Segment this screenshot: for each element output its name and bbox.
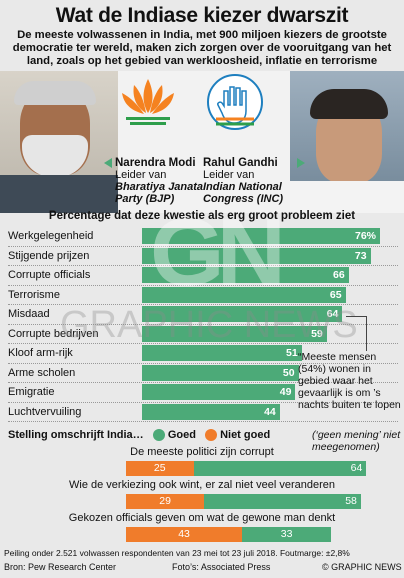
issue-value-label: 65 (329, 288, 342, 301)
niet-goed-label: Niet goed (220, 429, 271, 441)
goed-segment: 33 (242, 527, 332, 542)
issue-bar: 59 (142, 325, 327, 342)
goed-label: Goed (167, 429, 196, 441)
row-separator (8, 323, 398, 325)
gandhi-party: Indian National Congress (INC) (203, 181, 284, 205)
issue-label: Werkgelegenheid (8, 230, 94, 242)
row-separator (8, 401, 398, 403)
issue-bar: 49 (142, 384, 296, 400)
goed-segment: 58 (204, 494, 361, 509)
statement-bar: 43 33 (126, 527, 332, 542)
leader-modi: Narendra Modi Leider van Bharatiya Janat… (104, 157, 204, 205)
niet-goed-segment: 25 (126, 461, 194, 476)
row-separator (8, 362, 398, 364)
inc-hand-icon (206, 73, 264, 131)
misdaad-annotation: “Meeste mensen (54%) wonen in gebied waa… (298, 351, 401, 411)
leaders-banner: Narendra Modi Leider van Bharatiya Janat… (0, 71, 404, 213)
statement-label: Gekozen officials geven om wat de gewone… (68, 512, 336, 524)
photo-credit: Foto’s: Associated Press (172, 562, 271, 572)
row-separator (8, 421, 398, 422)
issue-value-label: 50 (282, 366, 295, 379)
statement-label: De meeste politici zijn corrupt (130, 446, 274, 458)
niet-goed-segment: 29 (126, 494, 205, 509)
modi-role: Leider van (115, 169, 167, 181)
issue-bar: 76% (142, 228, 380, 244)
issue-label: Arme scholen (8, 366, 76, 379)
goed-swatch (152, 429, 165, 442)
issue-value-label: 64 (326, 308, 339, 320)
issue-value-label: 76% (354, 230, 376, 242)
page-title: Wat de Indiase kiezer dwarszit (55, 4, 349, 27)
issue-label: Emigratie (8, 386, 55, 398)
row-separator (8, 304, 398, 305)
modi-party: Bharatiya Janata Party (BJP) (115, 181, 204, 205)
issue-value-label: 59 (311, 327, 323, 340)
source: Bron: Pew Research Center (4, 562, 117, 572)
row-separator (8, 284, 398, 286)
issue-bar: 64 (142, 306, 343, 322)
page-subtitle: De meeste volwassenen in India, met 900 … (12, 29, 392, 67)
issue-bar: 51 (142, 345, 302, 361)
issue-value-label: 51 (286, 347, 298, 359)
annotation-leader-line (346, 316, 367, 351)
issue-label: Corrupte bedrijven (8, 327, 99, 340)
niet-goed-swatch (205, 429, 217, 442)
row-separator (8, 265, 398, 266)
no-opinion-note: (‘geen mening’ niet meegenomen) (312, 429, 401, 453)
statement-bar: 25 64 (126, 461, 367, 476)
gandhi-role: Leider van (203, 169, 255, 181)
modi-name: Narendra Modi (115, 157, 196, 169)
statement-legend: Stelling omschrijft India… Goed Niet goe… (8, 429, 404, 442)
issue-value-label: 66 (332, 269, 345, 281)
issue-label: Misdaad (8, 308, 50, 320)
issue-label: Stijgende prijzen (8, 249, 90, 262)
issue-value-label: 49 (279, 386, 292, 398)
issue-label: Corrupte officials (8, 269, 91, 281)
issue-bar: 44 (142, 403, 280, 420)
watermark-logo: GN (150, 199, 286, 306)
statement-title: Stelling omschrijft India… (8, 429, 144, 441)
issue-value-label: 44 (264, 405, 276, 418)
issue-label: Terrorisme (8, 288, 60, 301)
row-separator (8, 245, 398, 247)
row-separator (8, 382, 398, 383)
footnote: Peiling onder 2.521 volwassen respondent… (4, 548, 350, 558)
statement-label: Wie de verkiezing ook wint, er zal niet … (69, 479, 335, 491)
niet-goed-segment: 43 (126, 527, 243, 542)
arrow-left-icon (104, 158, 112, 168)
gandhi-name: Rahul Gandhi (203, 157, 278, 169)
issue-value-label: 73 (354, 249, 367, 262)
copyright: © GRAPHIC NEWS (322, 562, 402, 572)
bjp-lotus-icon (118, 75, 178, 127)
modi-photo (0, 71, 118, 213)
leader-gandhi: Rahul Gandhi Leider van Indian National … (203, 157, 307, 205)
statement-bar: 29 58 (126, 494, 361, 509)
issue-bar: 65 (142, 286, 346, 303)
issue-bar: 73 (142, 247, 371, 264)
issue-bar: 50 (142, 364, 299, 381)
goed-segment: 64 (193, 461, 367, 476)
row-separator (8, 343, 398, 344)
arrow-right-icon (297, 158, 305, 168)
issue-chart-title: Percentage dat deze kwestie als erg groo… (48, 210, 356, 222)
issue-label: Luchtvervuiling (8, 405, 82, 418)
gandhi-photo (290, 71, 404, 213)
issue-label: Kloof arm-rijk (8, 347, 73, 359)
issue-bar: 66 (142, 267, 349, 283)
watermark-text: GRAPHIC NEWS (60, 304, 358, 346)
